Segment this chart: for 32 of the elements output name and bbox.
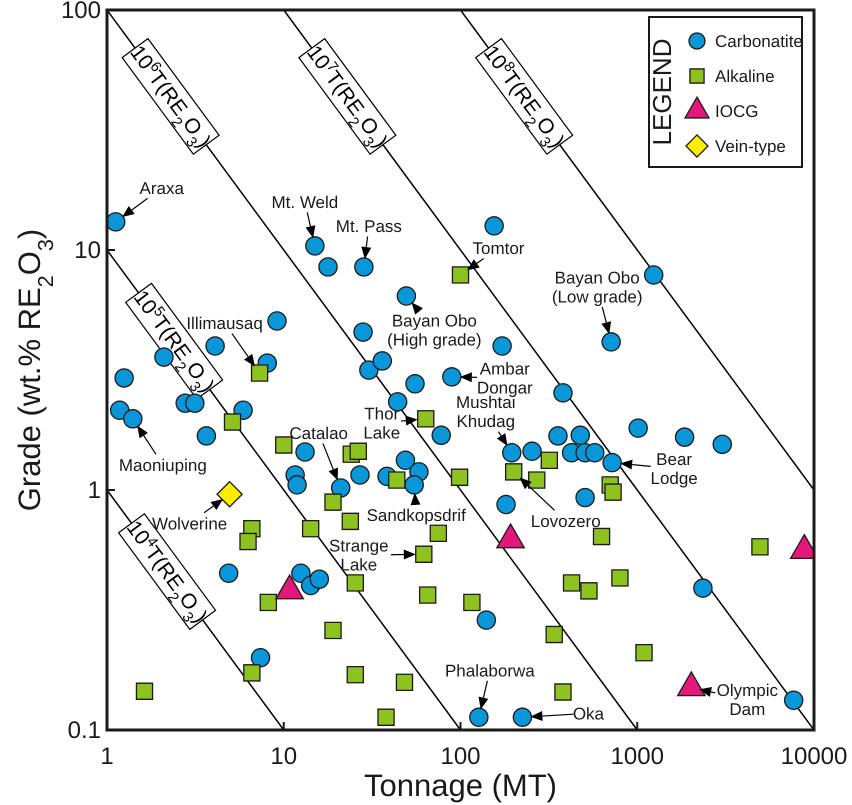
annotation: Oka [572, 704, 605, 724]
annotation: Araxa [139, 178, 184, 198]
x-tick-label: 1000 [610, 743, 664, 770]
legend-label: Vein-type [715, 137, 786, 156]
x-tick-label: 100 [440, 743, 481, 770]
legend-label: Alkaline [715, 67, 775, 86]
x-axis-title: Tonnage (MT) [364, 768, 557, 803]
annotation: Mt. Weld [271, 192, 338, 212]
legend-title: LEGEND [647, 38, 677, 146]
annotation: Strange Lake [329, 536, 389, 575]
legend-label: Carbonatite [715, 32, 803, 51]
legend-label: IOCG [715, 102, 758, 121]
annotation: Tomtor [472, 238, 525, 258]
annotation: Sandkopsdrif [366, 506, 466, 525]
annotation: Mt. Pass [336, 216, 402, 236]
x-tick-label: 10 [270, 743, 298, 770]
y-tick-label: 10 [74, 237, 101, 264]
annotation: Wolverine [152, 514, 228, 534]
y-tick-label: 1 [88, 477, 101, 504]
x-tick-label: 10000 [780, 743, 848, 770]
annotation: Maoniuping [118, 456, 207, 475]
annotation: Olympic Dam [716, 681, 779, 720]
annotation: Phalaborwa [444, 661, 536, 680]
annotation: Lovozero [530, 512, 601, 531]
annotation: Ambar Dongar [476, 359, 534, 398]
y-tick-label: 100 [60, 0, 101, 24]
annotation: Thor Lake [363, 404, 400, 442]
annotation: Catalao [289, 424, 348, 443]
annotation: Bayan Obo (Low grade) [552, 268, 643, 306]
y-tick-label: 0.1 [68, 717, 101, 744]
annotation: Bear Lodge [650, 450, 698, 488]
annotation: Bayan Obo (High grade) [387, 312, 482, 350]
